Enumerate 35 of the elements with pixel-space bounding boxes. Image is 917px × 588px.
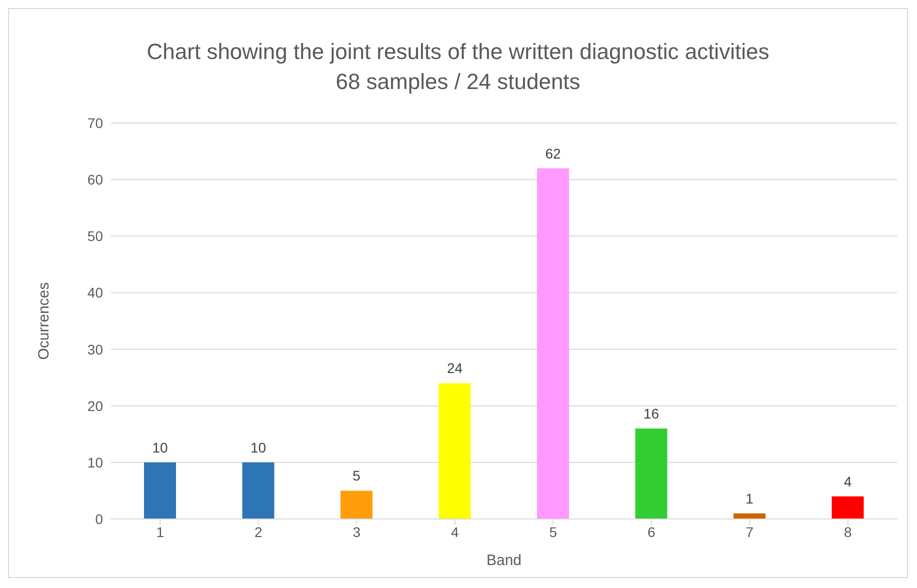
x-tick-label: 3 <box>352 524 361 540</box>
y-tick-label: 0 <box>95 510 104 527</box>
data-label: 1 <box>746 490 754 506</box>
bar <box>340 490 372 519</box>
y-tick-label: 10 <box>87 454 104 470</box>
chart-subtitle: 68 samples / 24 students <box>334 68 582 96</box>
data-label: 10 <box>250 439 266 456</box>
y-tick-label: 30 <box>87 341 104 358</box>
chart-title: Chart showing the joint results of the written diagnostic activities <box>146 38 770 66</box>
bar <box>635 428 668 519</box>
y-tick-label: 40 <box>87 284 104 301</box>
y-tick-label: 20 <box>87 398 104 414</box>
bar <box>144 462 176 519</box>
y-tick-label: 50 <box>87 228 104 244</box>
x-axis-title: Band <box>486 552 522 569</box>
y-tick-label: 60 <box>87 172 104 188</box>
data-label: 5 <box>352 468 361 484</box>
data-label: 62 <box>545 145 561 162</box>
data-label: 4 <box>844 473 852 490</box>
data-label: 24 <box>446 360 463 376</box>
y-axis-title: Ocurrences <box>35 282 52 360</box>
x-tick-label: 7 <box>746 524 754 540</box>
x-tick-label: 4 <box>450 524 459 540</box>
x-tick-label: 5 <box>549 524 558 540</box>
x-tick-label: 1 <box>156 524 164 540</box>
data-label: 10 <box>152 439 168 456</box>
data-label: 16 <box>643 405 660 422</box>
x-tick-label: 6 <box>647 524 656 540</box>
bar <box>438 383 471 519</box>
y-tick-label: 70 <box>87 114 104 131</box>
bar <box>832 496 864 519</box>
x-tick-label: 8 <box>844 524 852 540</box>
bar <box>537 168 569 519</box>
bar <box>242 462 274 519</box>
x-tick-label: 2 <box>254 524 262 540</box>
